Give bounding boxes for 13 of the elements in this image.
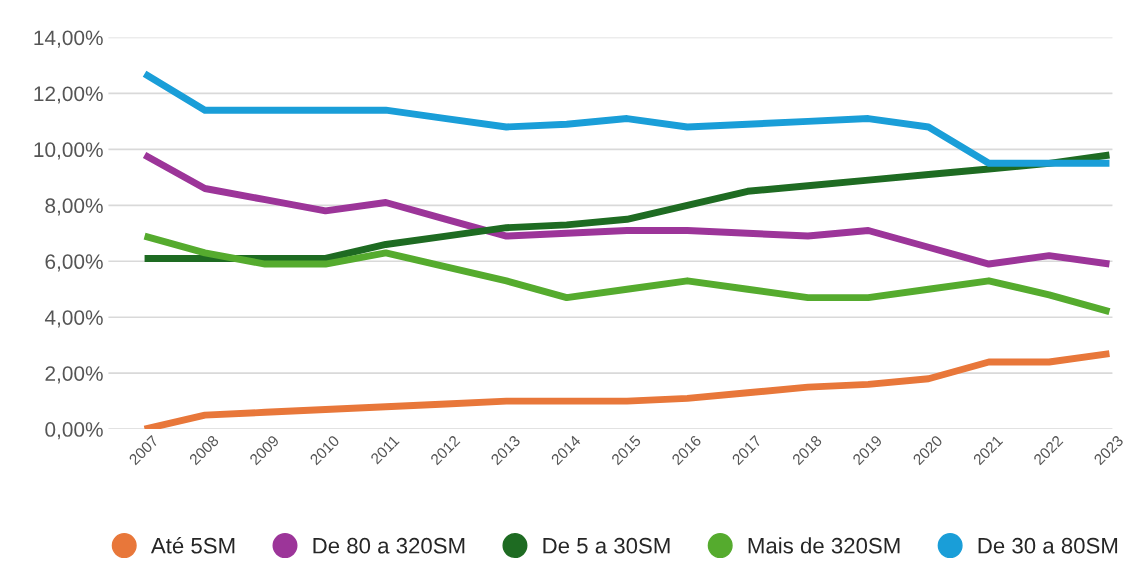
y-tick-label: 8,00% <box>45 198 103 216</box>
legend-label: De 5 a 30SM <box>543 537 670 554</box>
y-tick-label: 14,00% <box>34 30 103 48</box>
legend-label: Mais de 320SM <box>748 537 900 554</box>
legend-label: De 80 a 320SM <box>313 537 465 554</box>
legend-label: De 30 a 80SM <box>978 537 1118 554</box>
y-tick-label: 2,00% <box>45 366 103 384</box>
y-tick-label: 0,00% <box>45 422 103 440</box>
y-tick-label: 12,00% <box>34 86 103 104</box>
y-tick-label: 10,00% <box>34 142 103 160</box>
y-tick-label: 6,00% <box>45 254 103 272</box>
legend-label: Até 5SM <box>150 536 235 554</box>
y-tick-label: 4,00% <box>44 310 103 328</box>
